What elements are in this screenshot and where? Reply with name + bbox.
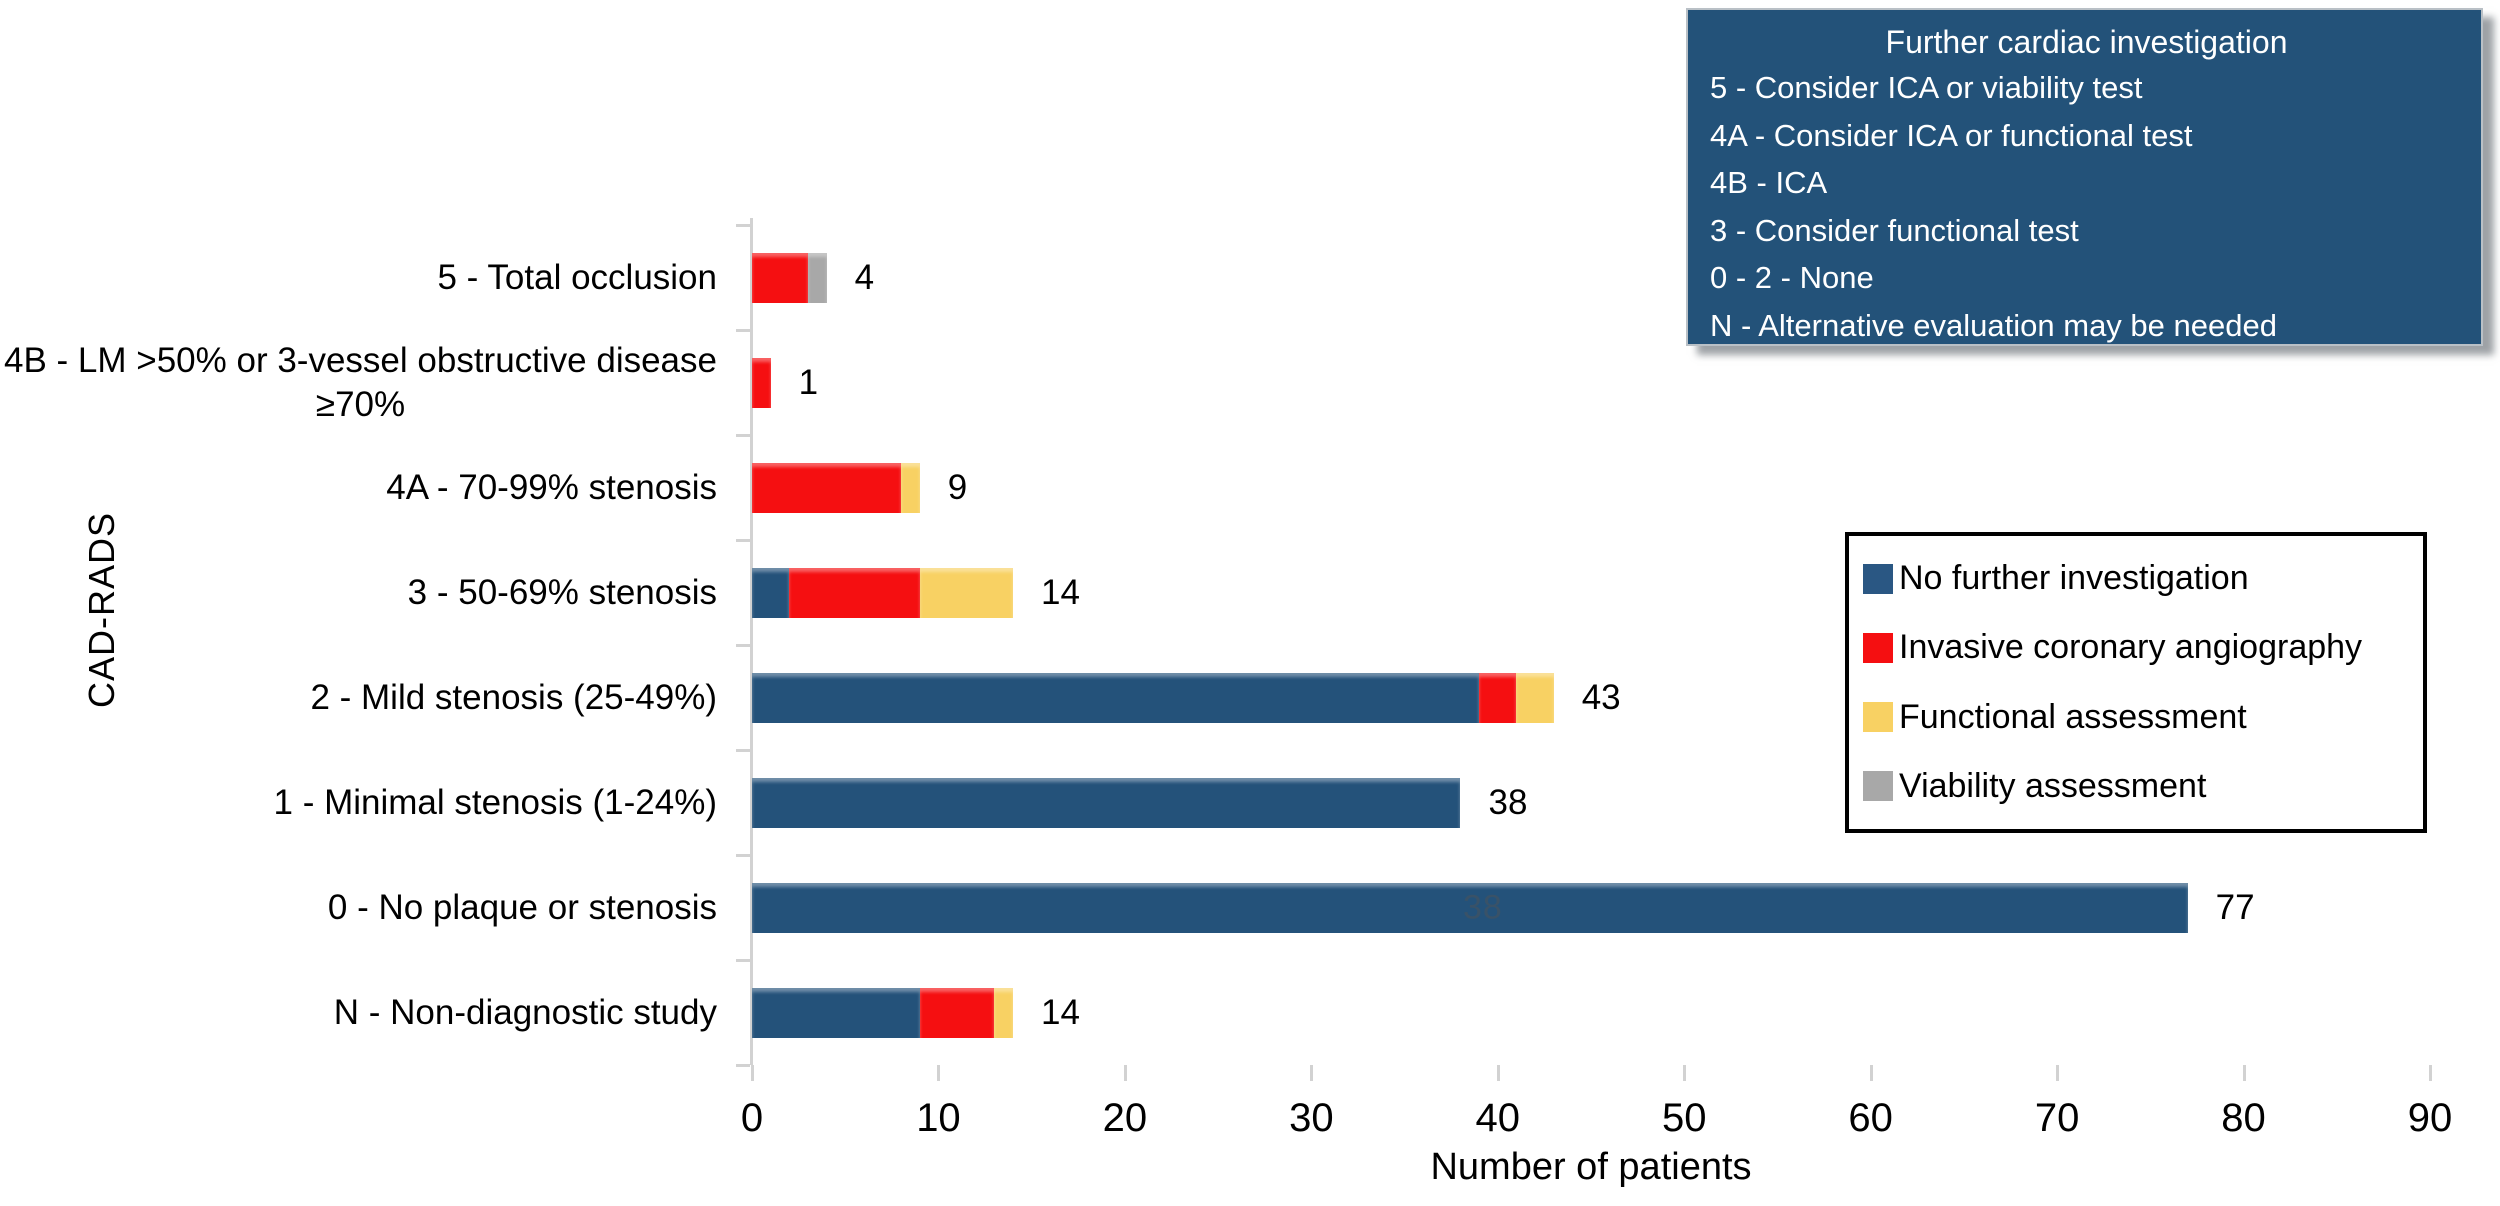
info-box: Further cardiac investigation 5 - Consid… [1686, 8, 2483, 346]
category-label: 4B - LM >50% or 3-vessel obstructive dis… [4, 339, 717, 427]
category-label-line: ≥70% [315, 384, 406, 424]
legend-swatch-red-icon [1863, 632, 1893, 663]
y-axis-tick [736, 329, 750, 332]
category-label-line: 4B - LM >50% or 3-vessel obstructive dis… [4, 340, 717, 380]
x-tick-label: 80 [2221, 1096, 2266, 1140]
x-tick-label: 50 [1661, 1096, 1707, 1140]
x-tick-label: 40 [1475, 1096, 1521, 1140]
y-axis-tick [736, 224, 750, 227]
x-axis-tick [751, 1065, 754, 1081]
category-label: 4A - 70-99% stenosis [386, 466, 717, 510]
x-tick-label: 10 [916, 1096, 961, 1140]
x-axis-tick [937, 1065, 941, 1081]
bar-segment [919, 568, 1014, 618]
legend-label: No further investigation [1899, 559, 2249, 598]
x-tick-label: 20 [1102, 1096, 1148, 1140]
category-label-line: 2 - Mild stenosis (25-49%) [310, 677, 717, 717]
x-axis-tick [1869, 1065, 1873, 1081]
legend-label: Functional assessment [1899, 697, 2247, 736]
bar-segment [752, 463, 902, 513]
bar-segment [752, 883, 2188, 933]
info-line-5: 5 - Consider ICA or viability test [1710, 70, 2143, 105]
bar-segment [919, 988, 995, 1038]
bar-segment [1479, 673, 1517, 723]
y-axis-tick [736, 644, 750, 647]
bar-segment [752, 673, 1480, 723]
category-label: 3 - 50-69% stenosis [408, 571, 717, 615]
category-label-line: 1 - Minimal stenosis (1-24%) [273, 782, 717, 822]
x-axis-tick [1123, 1065, 1127, 1081]
category-label: N - Non-diagnostic study [334, 991, 717, 1035]
legend-item-no-further-investigation: No further investigation [1863, 559, 2413, 598]
y-axis-tick [736, 539, 750, 542]
info-box-title: Further cardiac investigation [1885, 24, 2288, 60]
x-axis-tick [2056, 1065, 2060, 1081]
bar-value-label: 9 [947, 468, 968, 507]
x-axis-tick [2242, 1065, 2246, 1081]
x-axis-tick [1496, 1065, 1500, 1081]
bar-segment [901, 463, 920, 513]
plot-area: 0 10 20 30 40 50 60 70 80 90 4 1 9 14 43 38 77 14 38 [736, 218, 2452, 1206]
y-axis-tick [736, 1064, 750, 1067]
y-axis-line [750, 218, 753, 1065]
y-axis-tick [736, 854, 750, 857]
x-tick-label: 30 [1289, 1096, 1334, 1140]
bar-segment [1516, 673, 1554, 723]
category-label: 5 - Total occlusion [437, 256, 717, 300]
bar-segment [752, 778, 1461, 828]
info-line-4b: 4B - ICA [1710, 165, 1828, 200]
category-label: 1 - Minimal stenosis (1-24%) [274, 781, 717, 825]
category-label-line: 3 - 50-69% stenosis [407, 572, 717, 612]
bar-value-label: 4 [854, 258, 875, 297]
category-label-line: 0 - No plaque or stenosis [327, 887, 717, 927]
x-axis-tick [1310, 1065, 1314, 1081]
x-axis-title: Number of patients [1430, 1146, 1752, 1188]
x-tick-label: 90 [2407, 1096, 2453, 1140]
bar-value-label: 38 [1488, 783, 1528, 822]
category-label: 2 - Mild stenosis (25-49%) [310, 676, 717, 720]
bar-value-label: 77 [2215, 888, 2255, 927]
category-label-line: 5 - Total occlusion [437, 257, 717, 297]
bar-value-label: 14 [1041, 573, 1080, 612]
y-axis-tick [736, 434, 750, 437]
legend-label: Invasive coronary angiography [1899, 628, 2363, 667]
category-label-line: 4A - 70-99% stenosis [386, 467, 717, 507]
bar-segment [994, 988, 1014, 1038]
bar-value-label: 14 [1041, 993, 1080, 1032]
x-tick-label: 60 [1848, 1096, 1893, 1140]
x-axis-tick [1683, 1065, 1687, 1081]
info-line-02: 0 - 2 - None [1710, 260, 1874, 295]
info-line-3: 3 - Consider functional test [1710, 212, 2079, 248]
ghost-value-label: 38 [1462, 888, 1503, 927]
bar-segment [752, 988, 920, 1038]
legend-swatch-yellow-icon [1863, 702, 1893, 733]
bar-segment [807, 253, 827, 303]
bar-segment [752, 568, 790, 618]
x-tick-label: 70 [2034, 1096, 2080, 1140]
bar-segment [752, 253, 808, 303]
y-axis-tick [736, 959, 750, 962]
category-label: 0 - No plaque or stenosis [328, 886, 717, 930]
bar-segment [789, 568, 920, 618]
legend-item-invasive-coronary-angiography: Invasive coronary angiography [1863, 628, 2413, 667]
y-axis-title: CAD-RADS [81, 512, 122, 709]
category-label-line: N - Non-diagnostic study [333, 992, 717, 1032]
x-tick-label: 0 [740, 1096, 764, 1140]
y-axis-tick [736, 749, 750, 752]
legend-swatch-gray-icon [1863, 771, 1893, 802]
bar-segment [752, 358, 771, 408]
legend-item-functional-assessment: Functional assessment [1863, 698, 2413, 737]
info-line-4a: 4A - Consider ICA or functional test [1710, 117, 2193, 153]
bar-value-label: 1 [798, 363, 819, 402]
legend-label: Viability assessment [1899, 766, 2207, 805]
legend-item-viability-assessment: Viability assessment [1863, 767, 2413, 806]
x-axis-tick [2429, 1065, 2432, 1081]
legend-swatch-blue-icon [1863, 563, 1893, 594]
info-line-n: N - Alternative evaluation may be needed [1710, 307, 2277, 343]
bar-value-label: 43 [1581, 678, 1621, 717]
legend: No further investigation Invasive corona… [1845, 532, 2427, 833]
